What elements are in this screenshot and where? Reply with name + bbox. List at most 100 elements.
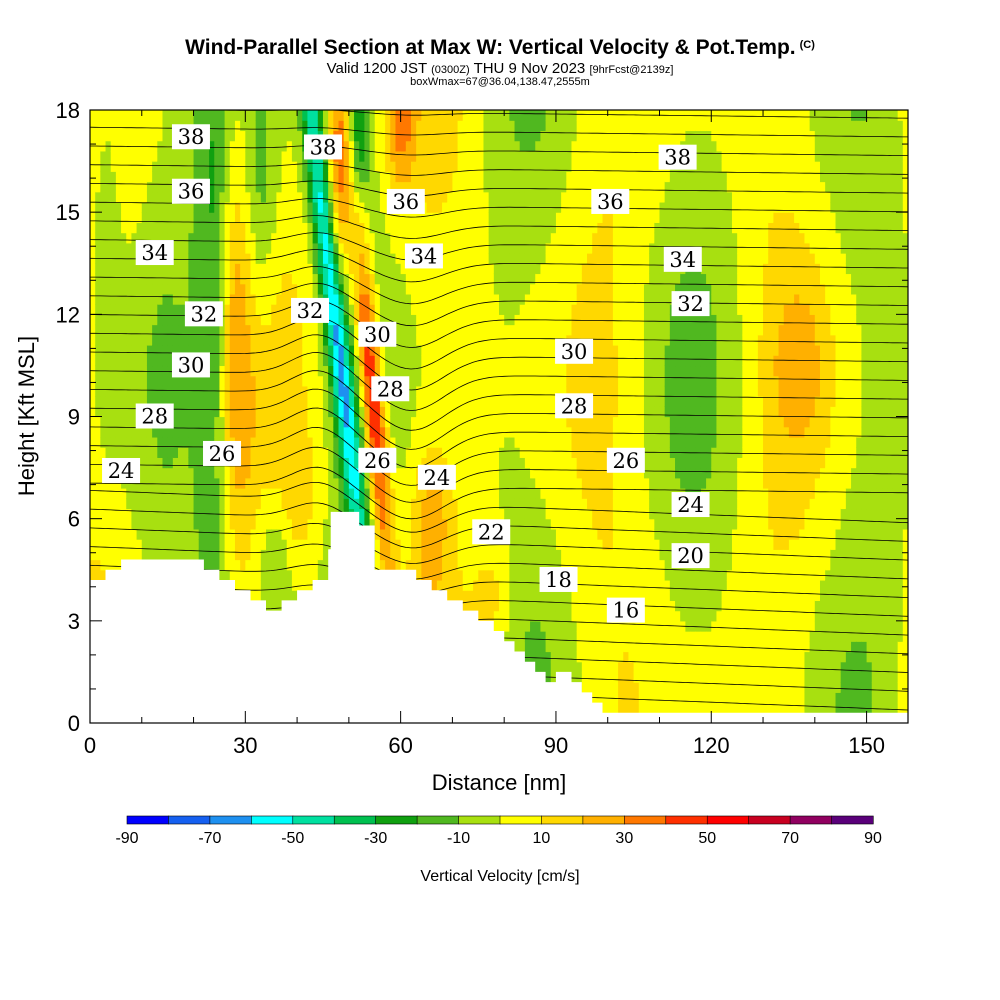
field-cell (286, 457, 293, 469)
field-cell (245, 355, 252, 367)
field-cell (421, 304, 428, 315)
field-cell (400, 242, 407, 254)
field-cell (338, 498, 345, 510)
field-cell (462, 334, 469, 346)
field-cell (286, 293, 293, 305)
field-cell (369, 355, 376, 367)
field-cell (297, 457, 303, 469)
field-cell (328, 232, 334, 244)
field-cell (95, 416, 101, 428)
field-cell (483, 263, 490, 275)
field-cell (462, 212, 469, 223)
field-cell (193, 324, 200, 336)
field-cell (121, 324, 127, 336)
field-cell (488, 457, 495, 469)
field-cell (478, 590, 485, 601)
field-cell (209, 528, 215, 540)
field-cell (146, 447, 153, 458)
field-cell (447, 518, 454, 530)
field-cell (478, 110, 485, 121)
field-cell (100, 549, 107, 561)
field-cell (338, 477, 345, 489)
field-cell (473, 283, 479, 295)
field-cell (462, 579, 469, 591)
field-cell (312, 355, 319, 367)
field-cell (131, 120, 138, 132)
field-cell (209, 253, 215, 264)
field-cell (183, 171, 189, 183)
field-cell (442, 110, 448, 121)
field-cell (291, 130, 298, 142)
field-cell (478, 416, 485, 428)
field-cell (131, 181, 138, 193)
field-cell (152, 447, 158, 458)
field-cell (338, 385, 345, 397)
field-cell (100, 242, 107, 254)
field-cell (514, 396, 521, 407)
field-cell (291, 549, 298, 561)
field-cell (390, 242, 397, 254)
field-cell (266, 467, 272, 479)
field-cell (297, 375, 303, 387)
field-cell (354, 253, 360, 264)
field-cell (167, 232, 174, 244)
field-cell (219, 518, 226, 530)
field-cell (152, 201, 158, 213)
field-cell (224, 283, 231, 295)
field-cell (286, 314, 293, 326)
field-cell (229, 110, 236, 121)
field-cell (436, 181, 443, 193)
field-cell (131, 293, 138, 305)
field-cell (364, 273, 371, 285)
field-cell (203, 110, 210, 121)
field-cell (390, 355, 397, 367)
field-cell (255, 457, 262, 469)
field-cell (126, 385, 133, 397)
field-cell (286, 212, 293, 223)
field-cell (447, 488, 454, 499)
field-cell (317, 447, 324, 458)
field-cell (328, 161, 334, 172)
field-cell (297, 222, 303, 234)
field-cell (234, 396, 241, 407)
field-cell (266, 232, 272, 244)
field-cell (105, 385, 112, 397)
field-cell (374, 406, 381, 418)
field-cell (146, 212, 153, 223)
field-cell (374, 171, 381, 183)
field-cell (172, 324, 179, 336)
field-cell (400, 171, 407, 183)
field-cell (188, 498, 195, 510)
field-cell (126, 436, 133, 448)
field-cell (141, 365, 148, 377)
field-cell (172, 508, 179, 520)
field-cell (369, 293, 376, 305)
field-cell (328, 365, 334, 377)
field-cell (343, 334, 350, 346)
field-cell (374, 110, 381, 121)
field-cell (229, 344, 236, 356)
field-cell (333, 344, 340, 356)
field-cell (364, 283, 371, 295)
field-cell (183, 161, 189, 172)
field-cell (162, 498, 169, 510)
field-cell (385, 528, 391, 540)
field-cell (291, 447, 298, 458)
field-cell (219, 263, 226, 275)
field-cell (245, 457, 252, 469)
field-cell (312, 324, 319, 336)
field-cell (183, 150, 189, 162)
field-cell (203, 222, 210, 234)
field-cell (266, 273, 272, 285)
field-cell (369, 498, 376, 510)
field-cell (90, 263, 96, 275)
field-cell (162, 150, 169, 162)
field-cell (297, 436, 303, 448)
field-cell (338, 253, 345, 264)
field-cell (90, 518, 96, 530)
field-cell (499, 293, 505, 305)
field-cell (193, 406, 200, 418)
field-cell (473, 539, 479, 550)
field-cell (385, 518, 391, 530)
field-cell (504, 263, 510, 275)
